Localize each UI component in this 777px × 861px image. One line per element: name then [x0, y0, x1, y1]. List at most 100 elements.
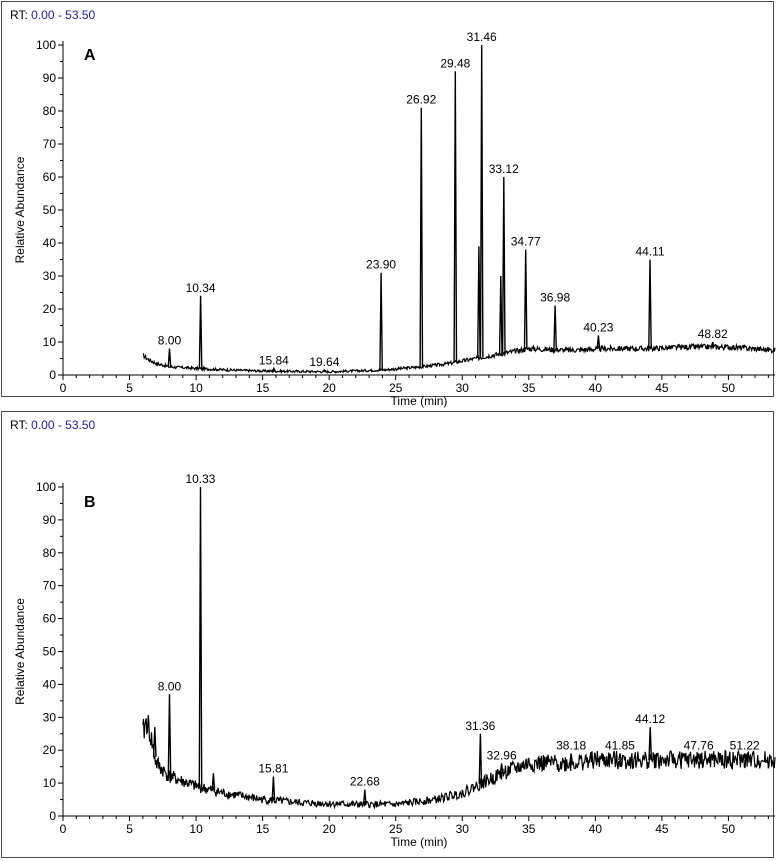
chromatogram-peak [648, 727, 653, 761]
y-tick-label: 10 [43, 335, 57, 349]
peak-label: 31.36 [465, 719, 495, 733]
rt-label: RT: [10, 8, 28, 22]
chromatogram-peak [271, 366, 276, 372]
chromatogram-peak [478, 733, 483, 785]
peak-label: 41.85 [605, 738, 635, 752]
x-tick-label: 0 [60, 381, 67, 395]
chromatogram-peak [498, 275, 503, 354]
peak-label: 10.33 [185, 472, 215, 486]
y-tick-label: 90 [43, 71, 57, 85]
chromatogram-peak [271, 776, 276, 801]
chromatogram-peak [618, 753, 622, 761]
chromatogram-peak [322, 368, 327, 373]
chromatogram-trace [142, 714, 776, 810]
y-tick-label: 90 [43, 513, 57, 527]
x-tick-label: 30 [456, 381, 470, 395]
peak-label: 29.48 [440, 56, 470, 70]
x-tick-label: 50 [722, 822, 736, 836]
x-tick-label: 5 [126, 822, 133, 836]
chromatogram-chart-b: B 0 10 20 30 40 50 60 70 80 90 100 0 5 10 15 20 25 30 35 40 4… [13, 472, 776, 849]
y-tick-label: 100 [36, 480, 56, 494]
peak-label: 38.18 [556, 738, 586, 752]
x-tick-label: 35 [522, 381, 536, 395]
peak-label: 26.92 [406, 93, 436, 107]
y-tick-label: 60 [43, 612, 57, 626]
x-tick-label: 50 [722, 381, 736, 395]
chromatogram-peak [477, 246, 481, 358]
x-tick-label: 15 [256, 381, 270, 395]
peak-label: 48.82 [698, 327, 728, 341]
rt-range-readout: RT: 0.00 - 53.50 [10, 8, 95, 22]
chromatogram-peak [523, 249, 528, 350]
y-tick-label: 10 [43, 776, 57, 790]
peak-label: 36.98 [540, 291, 570, 305]
y-tick-label: 70 [43, 137, 57, 151]
x-tick-label: 20 [322, 822, 336, 836]
chromatogram-peak [152, 727, 157, 757]
peak-label: 40.23 [583, 320, 613, 334]
peak-label: 32.96 [487, 748, 517, 762]
x-tick-label: 40 [589, 381, 603, 395]
chromatogram-peak [499, 763, 504, 774]
y-tick-label: 80 [43, 546, 57, 560]
peak-label: 8.00 [158, 679, 182, 693]
y-tick-label: 100 [36, 38, 56, 52]
peak-label: 8.00 [158, 334, 182, 348]
peak-label: 44.11 [635, 245, 664, 259]
x-tick-label: 35 [522, 822, 536, 836]
y-tick-label: 20 [43, 302, 57, 316]
peak-label: 23.90 [366, 258, 396, 272]
y-tick-label: 40 [43, 236, 57, 250]
chromatogram-peak [742, 753, 747, 761]
chromatogram-peak [553, 305, 557, 350]
chromatogram-peak [167, 348, 172, 367]
y-tick-label: 0 [49, 809, 56, 823]
chromatogram-chart-a: A 0 10 20 30 40 50 60 70 80 90 100 0 5 10 15 20 25 30 35 40 4… [13, 30, 776, 408]
x-axis-label: Time (min) [391, 394, 448, 408]
peak-label: 19.64 [309, 355, 339, 369]
rt-range-value: 0.00 - 53.50 [31, 8, 96, 22]
y-tick-label: 30 [43, 710, 57, 724]
chromatogram-peak [696, 753, 701, 761]
peak-label: 51.22 [730, 738, 760, 752]
x-tick-label: 20 [322, 381, 336, 395]
y-tick-label: 40 [43, 677, 57, 691]
y-axis-label: Relative Abundance [13, 598, 27, 705]
chromatogram-peak [211, 773, 216, 791]
peak-label: 22.68 [350, 775, 380, 789]
peak-label: 31.46 [467, 30, 497, 44]
chromatogram-peak [419, 107, 424, 367]
y-tick-label: 30 [43, 269, 57, 283]
x-tick-label: 5 [126, 381, 133, 395]
y-tick-label: 20 [43, 743, 57, 757]
peak-label: 47.76 [684, 738, 714, 752]
x-tick-label: 10 [189, 822, 203, 836]
x-tick-label: 45 [655, 381, 669, 395]
rt-range-readout: RT: 0.00 - 53.50 [10, 418, 95, 432]
chromatogram-trace [142, 342, 776, 375]
chromatogram-panel-a: RT: 0.00 - 53.50 A 0 10 20 30 40 50 60 70 80 90 100… [1, 1, 776, 408]
chromatogram-peak [362, 789, 367, 805]
y-tick-label: 80 [43, 104, 57, 118]
x-tick-label: 25 [389, 381, 403, 395]
panel-letter: A [84, 47, 96, 64]
x-tick-label: 15 [256, 822, 270, 836]
peak-label: 15.84 [259, 353, 289, 367]
y-tick-label: 60 [43, 170, 57, 184]
y-axis-label: Relative Abundance [13, 156, 27, 263]
y-tick-label: 50 [43, 203, 57, 217]
x-tick-label: 10 [189, 381, 203, 395]
peak-label: 10.34 [186, 281, 216, 295]
x-axis-label: Time (min) [391, 835, 448, 849]
x-tick-label: 25 [389, 822, 403, 836]
chromatogram-panel-b: RT: 0.00 - 53.50 B 0 10 20 30 40 50 60 70 80 90 100… [1, 411, 776, 858]
rt-range-value: 0.00 - 53.50 [31, 418, 96, 432]
peak-label: 34.77 [511, 235, 541, 249]
chromatogram-peak [167, 694, 172, 777]
x-tick-label: 45 [655, 822, 669, 836]
peak-label: 44.12 [635, 712, 665, 726]
y-tick-label: 70 [43, 579, 57, 593]
chromatogram-peak [453, 71, 458, 363]
y-tick-label: 50 [43, 645, 57, 659]
x-tick-label: 40 [589, 822, 603, 836]
